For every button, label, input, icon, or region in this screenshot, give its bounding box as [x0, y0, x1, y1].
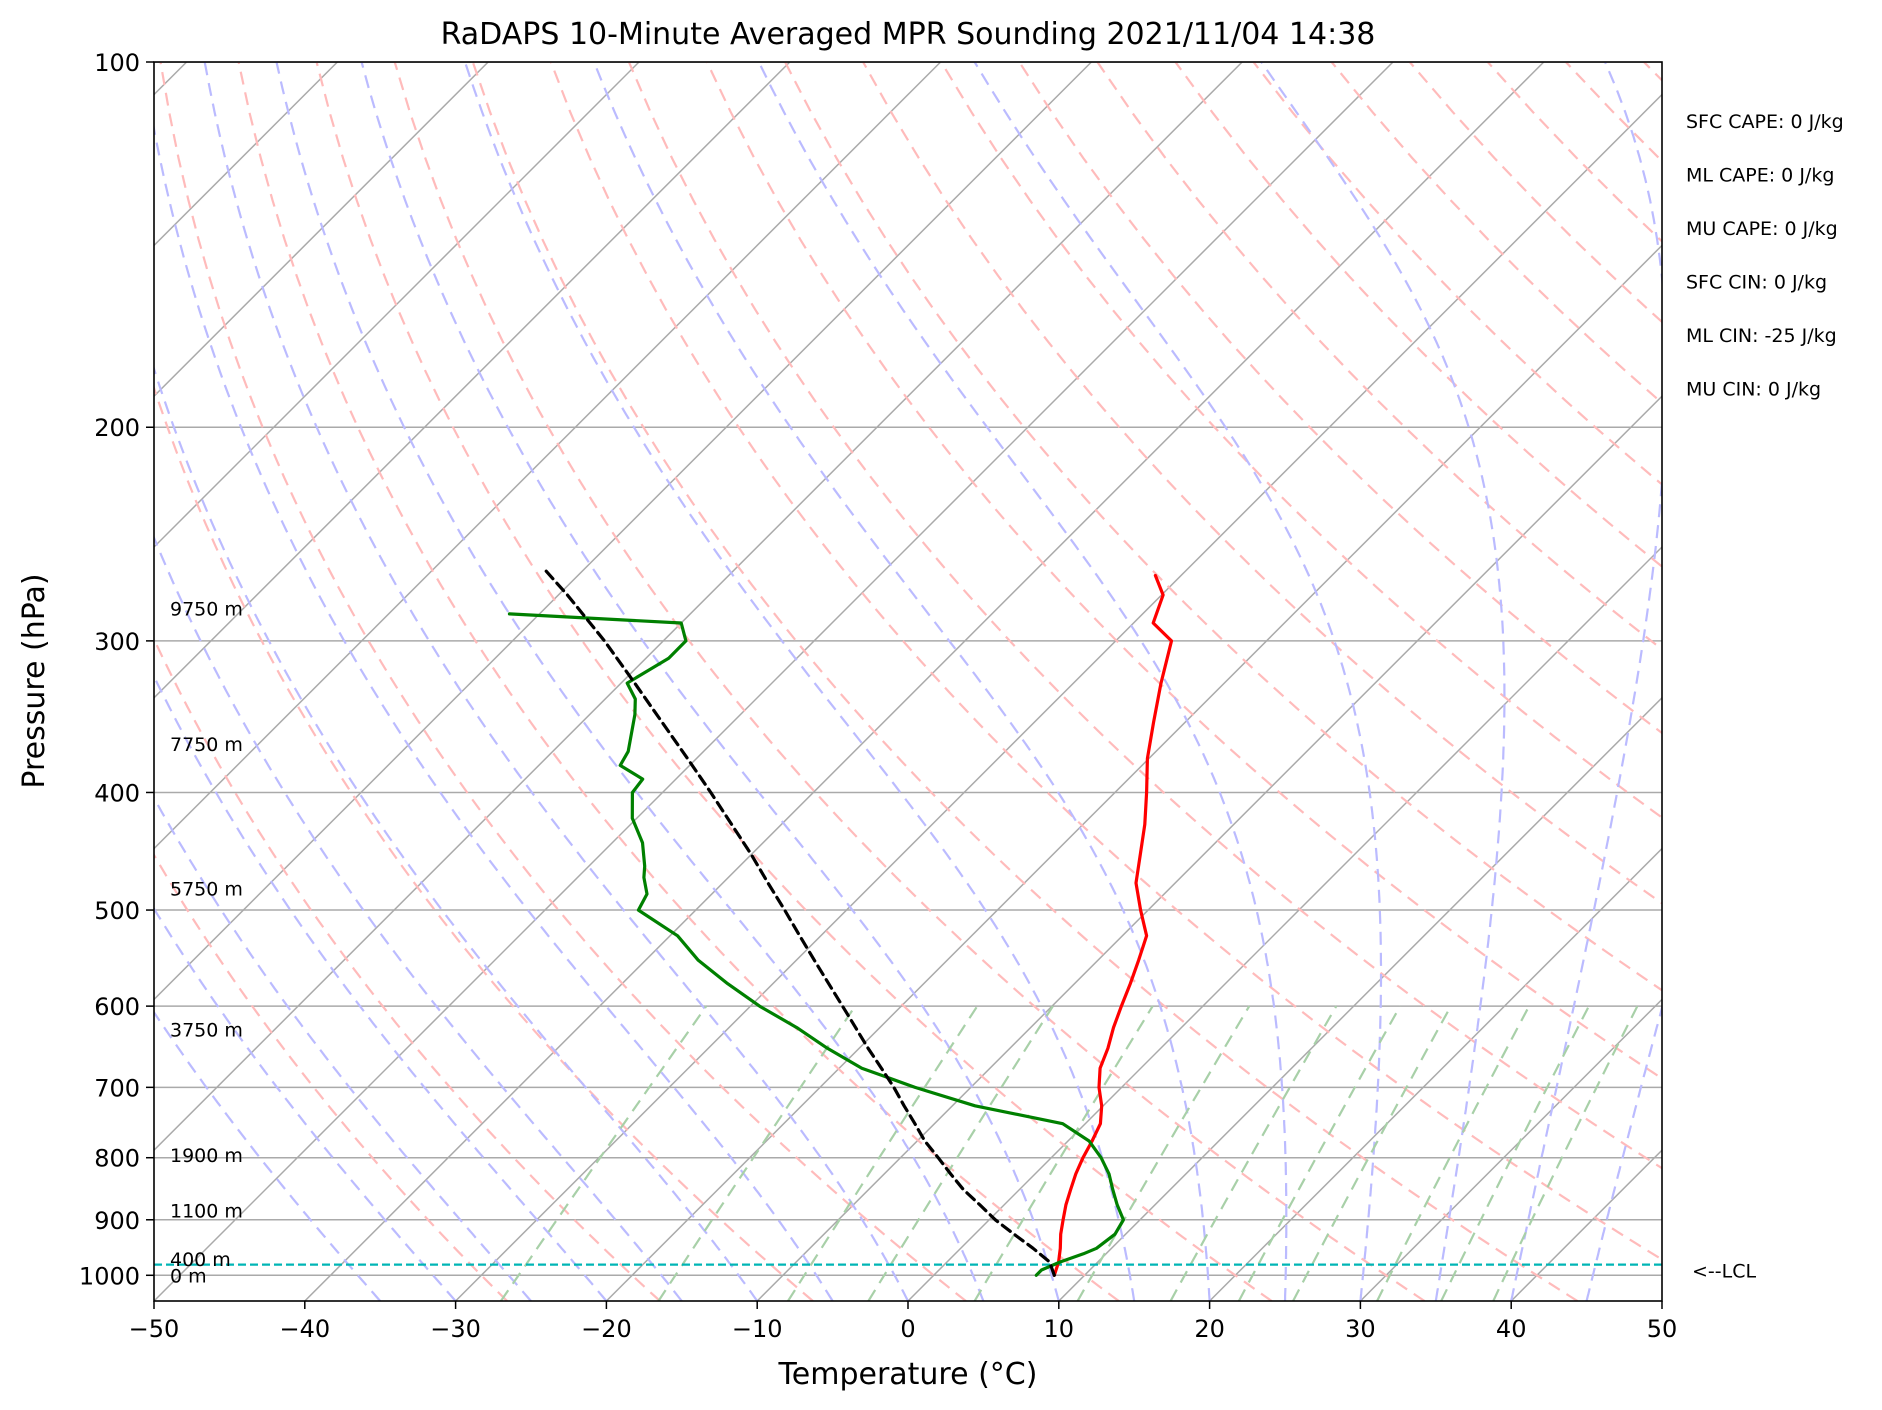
dry-adiabat [1644, 62, 1882, 1301]
x-tick-label: 10 [1044, 1315, 1075, 1343]
isotherm-line [1662, 62, 1882, 1301]
x-tick-label: −10 [732, 1315, 783, 1343]
x-tick-label: −30 [430, 1315, 481, 1343]
x-axis-label: Temperature (°C) [778, 1357, 1038, 1392]
height-label: 1900 m [170, 1145, 243, 1167]
height-label: 1100 m [170, 1200, 243, 1222]
height-label: 3750 m [170, 1019, 243, 1041]
y-tick-label: 700 [94, 1074, 140, 1102]
x-tick-label: −20 [581, 1315, 632, 1343]
y-axis-label: Pressure (hPa) [17, 573, 52, 788]
stat-label: MU CIN: 0 J/kg [1686, 379, 1821, 401]
stat-label: SFC CAPE: 0 J/kg [1686, 111, 1844, 133]
y-tick-label: 300 [94, 628, 140, 656]
x-tick-label: −50 [129, 1315, 180, 1343]
y-tick-label: 200 [94, 414, 140, 442]
stat-label: SFC CIN: 0 J/kg [1686, 272, 1827, 294]
x-tick-label: 20 [1194, 1315, 1225, 1343]
x-tick-label: 50 [1647, 1315, 1678, 1343]
stat-label: MU CAPE: 0 J/kg [1686, 218, 1838, 240]
y-tick-label: 100 [94, 49, 140, 77]
height-label: 9750 m [170, 598, 243, 620]
y-tick-label: 900 [94, 1207, 140, 1235]
height-label: 0 m [170, 1265, 207, 1287]
y-tick-label: 400 [94, 779, 140, 807]
chart-title: RaDAPS 10-Minute Averaged MPR Sounding 2… [441, 17, 1376, 52]
y-tick-label: 1000 [79, 1262, 140, 1290]
y-tick-label: 600 [94, 993, 140, 1021]
y-tick-label: 800 [94, 1145, 140, 1173]
height-label: 5750 m [170, 879, 243, 901]
height-label: 7750 m [170, 734, 243, 756]
lcl-label: <--LCL [1692, 1261, 1756, 1283]
x-tick-label: 30 [1345, 1315, 1376, 1343]
x-tick-label: −40 [279, 1315, 330, 1343]
y-tick-label: 500 [94, 897, 140, 925]
dry-adiabat [1722, 62, 1882, 1301]
stat-label: ML CIN: -25 J/kg [1686, 325, 1837, 347]
stat-label: ML CAPE: 0 J/kg [1686, 165, 1834, 187]
x-tick-label: 40 [1496, 1315, 1527, 1343]
plot-background [154, 62, 1662, 1301]
x-tick-label: 0 [900, 1315, 915, 1343]
